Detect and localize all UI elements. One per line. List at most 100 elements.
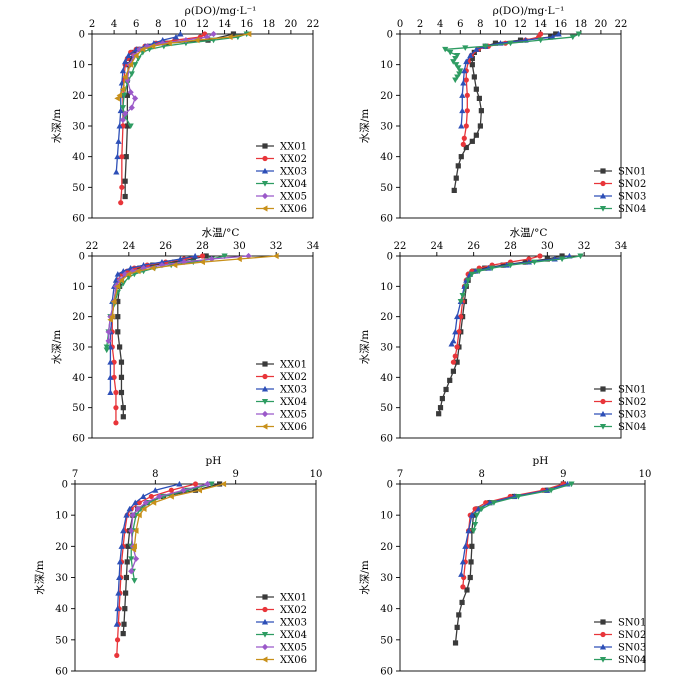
y-axis-title: 水深/m	[359, 560, 371, 595]
data-point-SN02	[454, 344, 460, 350]
data-point-XX03	[116, 574, 123, 580]
data-point-XX03	[172, 33, 180, 40]
x-tick-label: 18	[574, 19, 587, 30]
data-point-XX06	[236, 255, 242, 263]
data-point-SN03	[448, 340, 455, 347]
data-point-XX03	[120, 527, 127, 534]
data-point-XX06	[196, 487, 202, 494]
data-point-SN01	[553, 31, 559, 37]
data-point-SN04	[470, 528, 477, 534]
panel-temp-xx: 22 24 26 28 30 32 34 水温/°C 0 10 20 30 40 50 60 水深/m XX01…	[51, 227, 319, 445]
data-point-XX03	[177, 30, 184, 37]
legend-label: SN03	[618, 410, 646, 421]
data-point-SN04	[463, 283, 470, 290]
y-tick-label: 0	[79, 30, 85, 41]
series-line-XX03	[109, 255, 196, 393]
x-tick-label: 4	[111, 19, 117, 30]
series-line-SN04	[472, 483, 572, 531]
data-point-XX02	[113, 405, 119, 411]
y-tick-label: 10	[55, 511, 68, 522]
data-point-XX05	[105, 328, 112, 335]
legend-label: SN04	[618, 422, 646, 433]
data-point-SN01	[436, 411, 442, 417]
y-tick-label: 40	[380, 373, 393, 384]
data-point-SN04	[459, 292, 466, 299]
data-point-XX01	[115, 329, 121, 335]
data-point-XX03	[152, 487, 159, 493]
data-point-SN01	[467, 574, 473, 581]
data-point-SN02	[463, 77, 469, 83]
data-point-XX06	[111, 298, 117, 305]
series-line-XX05	[130, 483, 208, 572]
data-point-SN04	[577, 253, 584, 260]
x-tick-label: 16	[554, 19, 567, 30]
data-point-SN02	[463, 123, 469, 129]
y-tick-label: 50	[380, 635, 393, 646]
data-point-SN03	[453, 313, 461, 320]
legend-marker	[600, 168, 606, 174]
data-point-XX03	[114, 153, 121, 160]
data-point-XX05	[180, 487, 187, 494]
y-tick-label: 50	[72, 403, 85, 414]
data-point-XX04	[127, 123, 134, 130]
data-point-XX01	[230, 31, 237, 37]
x-tick-label: 28	[504, 241, 517, 252]
y-tick-label: 10	[72, 60, 85, 71]
data-point-XX02	[199, 253, 206, 259]
x-tick-label: 22	[615, 19, 628, 30]
x-tick-label: 26	[467, 241, 480, 252]
data-point-SN03	[473, 46, 480, 52]
data-point-XX01	[115, 314, 121, 320]
series-line-SN02	[452, 255, 541, 363]
x-tick-label: 20	[595, 19, 608, 30]
data-point-SN02	[450, 359, 457, 365]
data-point-XX01	[123, 574, 130, 581]
data-point-SN04	[531, 259, 538, 266]
data-point-XX01	[117, 344, 123, 350]
data-point-SN02	[464, 108, 470, 114]
data-point-XX05	[208, 255, 215, 263]
data-point-SN01	[469, 55, 475, 62]
data-point-XX01	[118, 389, 125, 396]
x-tick-label: 18	[262, 19, 275, 30]
legend-marker	[600, 180, 606, 187]
series-line-XX01	[117, 255, 207, 417]
legend-marker	[261, 656, 268, 663]
data-point-SN04	[575, 31, 582, 38]
data-point-XX06	[109, 313, 115, 320]
data-point-SN04	[569, 34, 576, 41]
legend-marker	[599, 206, 607, 212]
legend-label: XX06	[280, 655, 307, 666]
data-point-XX03	[107, 359, 114, 365]
x-tick-label: 2	[89, 19, 95, 30]
data-point-SN04	[450, 59, 457, 65]
y-tick-label: 30	[72, 122, 85, 133]
legend-label: XX05	[280, 410, 307, 421]
data-point-SN01	[450, 368, 457, 374]
legend-marker	[261, 167, 269, 174]
x-axis-title: 水温/°C	[202, 227, 240, 239]
x-tick-label: 6	[133, 19, 139, 30]
data-point-XX02	[128, 49, 134, 56]
y-tick-label: 50	[72, 183, 85, 194]
data-point-XX06	[199, 258, 205, 266]
data-point-SN04	[452, 77, 459, 84]
series-XX06	[114, 30, 252, 102]
legend-marker	[599, 192, 607, 199]
panel-do-sn: 0 2 4 6 8 10 12 14 16 18 20 22 ρ(DO)/mg·L⁻¹ 0 10 20 30 40…	[359, 5, 646, 225]
x-tick-label: 30	[233, 241, 246, 252]
legend-label: XX06	[280, 204, 307, 215]
data-point-SN04	[515, 493, 522, 500]
legend-label: XX04	[280, 397, 307, 408]
data-point-XX05	[134, 505, 141, 513]
y-tick-label: 50	[55, 635, 68, 646]
data-point-XX05	[203, 33, 211, 41]
x-tick-label: 10	[310, 469, 323, 480]
legend-marker	[261, 423, 268, 430]
data-point-SN03	[549, 33, 556, 40]
data-point-SN03	[462, 543, 469, 549]
x-axis-title: 水温/°C	[510, 227, 548, 239]
data-point-SN01	[463, 144, 469, 151]
data-point-SN04	[457, 299, 464, 305]
